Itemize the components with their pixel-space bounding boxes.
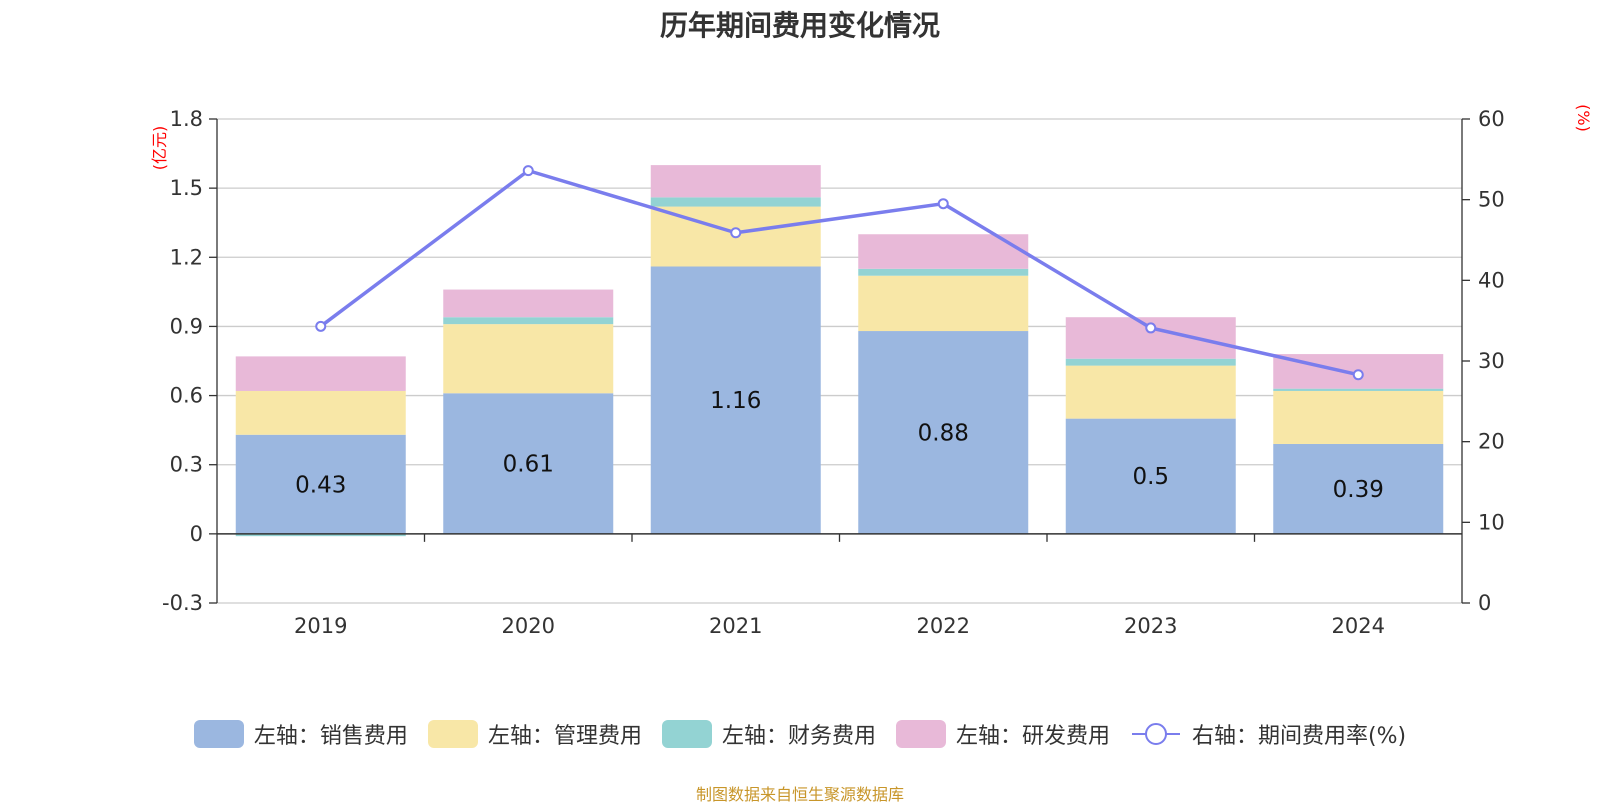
rate-line xyxy=(319,168,1359,377)
bar-4-2019 xyxy=(235,356,406,391)
bar-1-2019 xyxy=(235,434,406,534)
bar-2-2024 xyxy=(1273,390,1444,444)
legend-swatch-rnd xyxy=(895,720,946,748)
y-right-unit: (%) xyxy=(1574,104,1593,132)
bar-2-2022 xyxy=(858,275,1029,332)
bar-value-label: 1.16 xyxy=(710,388,761,414)
bar-4-2021 xyxy=(650,165,821,198)
bar-2-2023 xyxy=(1065,365,1236,419)
bar-2-2020 xyxy=(443,324,614,394)
rate-point-2022 xyxy=(937,198,949,210)
bar-value-label: 0.43 xyxy=(295,472,346,498)
y-left-tick-label: 0 xyxy=(190,522,203,546)
bar-value-label: 0.39 xyxy=(1333,477,1384,503)
y-right-tick-label: 0 xyxy=(1478,591,1491,615)
x-tick-label: 2020 xyxy=(502,614,555,638)
legend-line-icon xyxy=(1131,723,1180,745)
y-left-tick-label: 0.3 xyxy=(170,453,203,477)
y-right-tick-label: 50 xyxy=(1478,188,1505,212)
bar-3-2020 xyxy=(443,317,614,325)
legend-label-rnd: 左轴：研发费用 xyxy=(955,724,1110,749)
rate-point-2023 xyxy=(1145,322,1157,334)
bar-3-2022 xyxy=(858,268,1029,276)
bar-4-2020 xyxy=(443,289,614,318)
chart-title: 历年期间费用变化情况 xyxy=(659,9,940,42)
rate-point-2024 xyxy=(1352,369,1364,381)
y-left-unit: (亿元) xyxy=(150,126,169,171)
x-tick-label: 2023 xyxy=(1124,614,1177,638)
rate-point-2021 xyxy=(730,227,742,239)
legend-item-rate[interactable]: 右轴：期间费用率(%) xyxy=(1130,718,1406,750)
bar-value-label: 0.5 xyxy=(1132,464,1169,490)
y-left-tick-label: 1.5 xyxy=(170,176,203,200)
rate-point-2020 xyxy=(522,165,534,177)
bar-1-2024 xyxy=(1273,443,1444,534)
y-left-tick-label: 0.6 xyxy=(170,384,203,408)
bar-2-2019 xyxy=(235,390,406,435)
y-left-tick-label: 0.9 xyxy=(170,314,203,338)
rate-point-2019 xyxy=(315,320,327,332)
bar-1-2023 xyxy=(1065,418,1236,534)
y-right-tick-label: 60 xyxy=(1478,107,1505,131)
x-tick-label: 2019 xyxy=(294,614,347,638)
bar-1-2020 xyxy=(443,393,614,534)
chart-legend: 左轴：销售费用 左轴：管理费用 左轴：财务费用 左轴：研发费用 右轴：期间费用率… xyxy=(0,718,1600,750)
legend-label-finance: 左轴：财务费用 xyxy=(721,724,876,749)
bar-value-label: 0.61 xyxy=(503,452,554,478)
x-tick-label: 2022 xyxy=(917,614,970,638)
x-tick-label: 2024 xyxy=(1332,614,1385,638)
legend-item-rnd[interactable]: 左轴：研发费用 xyxy=(895,718,1110,750)
y-right-tick-label: 40 xyxy=(1478,268,1505,292)
legend-label-sales: 左轴：销售费用 xyxy=(253,724,408,749)
legend-swatch-sales xyxy=(193,720,244,748)
legend-swatch-admin xyxy=(427,720,478,748)
bar-3-2021 xyxy=(650,197,821,207)
x-tick-label: 2021 xyxy=(709,614,762,638)
legend-swatch-finance xyxy=(661,720,712,748)
y-left-tick-label: 1.2 xyxy=(170,245,203,269)
legend-label-rate: 右轴：期间费用率(%) xyxy=(1191,724,1407,749)
y-right-tick-label: 10 xyxy=(1478,510,1505,534)
legend-item-admin[interactable]: 左轴：管理费用 xyxy=(427,718,642,750)
bar-1-2021 xyxy=(650,266,821,534)
bar-4-2022 xyxy=(858,234,1029,269)
bar-3-2019 xyxy=(235,533,406,537)
y-left-tick-label: 1.8 xyxy=(170,107,203,131)
legend-label-admin: 左轴：管理费用 xyxy=(487,724,642,749)
bar-3-2023 xyxy=(1065,358,1236,366)
source-note: 制图数据来自恒生聚源数据库 xyxy=(695,785,904,804)
legend-item-finance[interactable]: 左轴：财务费用 xyxy=(661,718,876,750)
y-right-tick-label: 20 xyxy=(1478,430,1505,454)
bar-1-2022 xyxy=(858,331,1029,534)
y-left-tick-label: -0.3 xyxy=(162,591,203,615)
bar-value-label: 0.88 xyxy=(918,420,969,446)
legend-item-sales[interactable]: 左轴：销售费用 xyxy=(193,718,408,750)
y-right-tick-label: 30 xyxy=(1478,349,1505,373)
bar-3-2024 xyxy=(1273,388,1444,391)
